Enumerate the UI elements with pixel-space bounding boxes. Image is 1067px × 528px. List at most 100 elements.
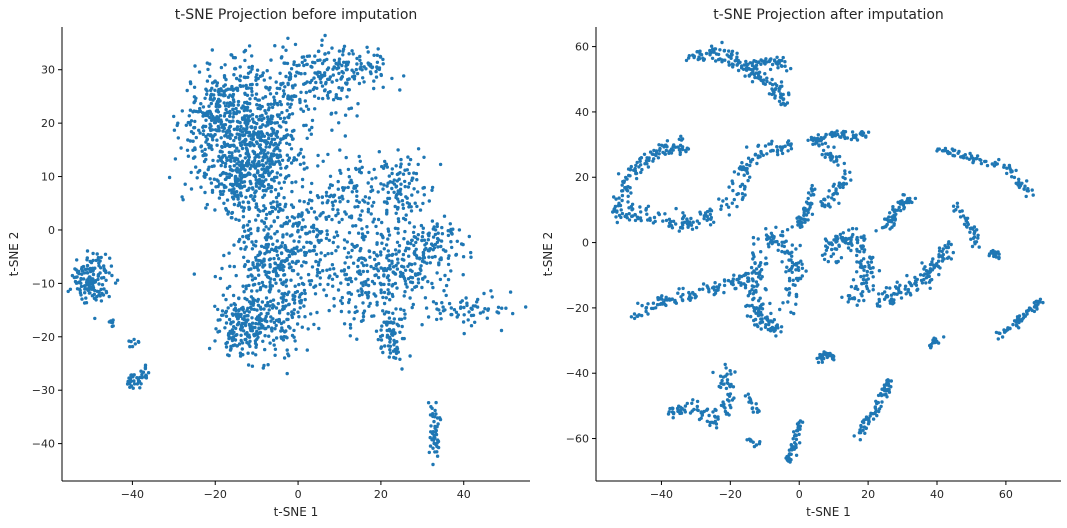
scatter-point bbox=[651, 301, 656, 305]
scatter-point bbox=[267, 136, 271, 141]
scatter-point bbox=[209, 144, 213, 148]
scatter-point bbox=[83, 267, 88, 272]
scatter-point bbox=[205, 92, 209, 97]
scatter-point bbox=[310, 125, 314, 130]
scatter-point bbox=[462, 305, 466, 310]
scatter-point bbox=[663, 212, 667, 216]
scatter-point bbox=[419, 264, 423, 268]
scatter-point bbox=[394, 211, 398, 215]
scatter-point bbox=[676, 145, 680, 149]
scatter-point bbox=[247, 130, 252, 135]
scatter-point bbox=[779, 145, 783, 149]
scatter-point bbox=[318, 276, 322, 280]
scatter-point bbox=[268, 304, 272, 308]
scatter-point bbox=[403, 249, 408, 253]
scatter-point bbox=[390, 186, 394, 191]
scatter-point bbox=[316, 195, 321, 200]
scatter-point bbox=[681, 211, 685, 215]
scatter-point bbox=[240, 347, 244, 351]
scatter-point bbox=[294, 347, 298, 351]
scatter-point bbox=[885, 378, 889, 383]
scatter-point bbox=[306, 201, 310, 206]
scatter-point bbox=[242, 240, 246, 244]
scatter-point bbox=[227, 150, 231, 155]
scatter-point bbox=[233, 338, 238, 342]
scatter-point bbox=[789, 147, 794, 151]
scatter-point bbox=[208, 96, 213, 100]
scatter-point bbox=[251, 117, 255, 121]
scatter-point bbox=[454, 310, 459, 314]
scatter-point bbox=[357, 170, 362, 174]
scatter-point bbox=[927, 274, 931, 279]
scatter-point bbox=[276, 193, 281, 197]
scatter-point bbox=[265, 115, 270, 119]
scatter-point bbox=[189, 119, 194, 123]
scatter-point bbox=[230, 216, 234, 220]
scatter-point bbox=[895, 280, 899, 284]
scatter-point bbox=[385, 165, 389, 169]
scatter-point bbox=[620, 193, 625, 198]
scatter-point bbox=[370, 177, 374, 181]
scatter-point bbox=[347, 175, 351, 179]
scatter-point bbox=[894, 286, 899, 290]
scatter-point bbox=[297, 295, 302, 299]
scatter-point bbox=[345, 240, 349, 244]
scatter-point bbox=[415, 256, 419, 260]
scatter-point bbox=[340, 217, 344, 222]
scatter-point bbox=[406, 185, 411, 189]
scatter-point bbox=[754, 71, 758, 75]
scatter-point bbox=[300, 60, 304, 65]
scatter-point bbox=[369, 185, 374, 189]
scatter-point bbox=[385, 256, 389, 260]
scatter-point bbox=[759, 277, 763, 281]
scatter-point bbox=[97, 282, 101, 286]
scatter-point bbox=[273, 188, 278, 192]
scatter-point bbox=[619, 215, 623, 220]
scatter-point bbox=[386, 288, 390, 292]
scatter-point bbox=[898, 201, 902, 205]
scatter-point bbox=[254, 353, 258, 357]
scatter-point bbox=[1011, 322, 1015, 327]
scatter-point bbox=[843, 169, 847, 173]
scatter-point bbox=[327, 186, 332, 190]
scatter-point bbox=[387, 233, 392, 237]
scatter-point bbox=[211, 158, 215, 163]
scatter-point bbox=[685, 401, 689, 406]
scatter-point bbox=[812, 193, 816, 197]
scatter-point bbox=[251, 263, 255, 267]
scatter-point bbox=[753, 75, 757, 80]
scatter-point bbox=[399, 162, 403, 166]
scatter-point bbox=[393, 226, 398, 230]
scatter-point bbox=[627, 212, 631, 216]
scatter-point bbox=[272, 219, 276, 223]
scatter-point bbox=[421, 256, 425, 260]
scatter-point bbox=[300, 211, 304, 215]
scatter-point bbox=[244, 86, 249, 91]
scatter-point bbox=[254, 140, 259, 144]
scatter-point bbox=[292, 158, 296, 162]
scatter-point bbox=[692, 407, 696, 412]
scatter-point bbox=[347, 231, 352, 235]
scatter-point bbox=[215, 115, 219, 119]
scatter-point bbox=[794, 442, 798, 447]
scatter-point bbox=[400, 199, 405, 203]
scatter-point bbox=[751, 252, 755, 257]
scatter-point bbox=[652, 148, 656, 153]
scatter-point bbox=[387, 335, 392, 339]
scatter-point bbox=[820, 142, 824, 146]
scatter-point bbox=[750, 277, 755, 281]
scatter-point bbox=[271, 338, 276, 342]
scatter-point bbox=[612, 207, 617, 211]
scatter-point bbox=[781, 92, 785, 97]
scatter-point bbox=[452, 308, 457, 312]
scatter-point bbox=[614, 197, 618, 201]
scatter-point bbox=[689, 296, 693, 300]
scatter-point bbox=[450, 312, 454, 317]
scatter-point bbox=[247, 342, 251, 346]
scatter-point bbox=[769, 319, 773, 323]
scatter-point bbox=[500, 306, 504, 310]
scatter-point bbox=[376, 190, 380, 194]
scatter-point bbox=[656, 211, 661, 215]
scatter-point bbox=[284, 128, 289, 132]
